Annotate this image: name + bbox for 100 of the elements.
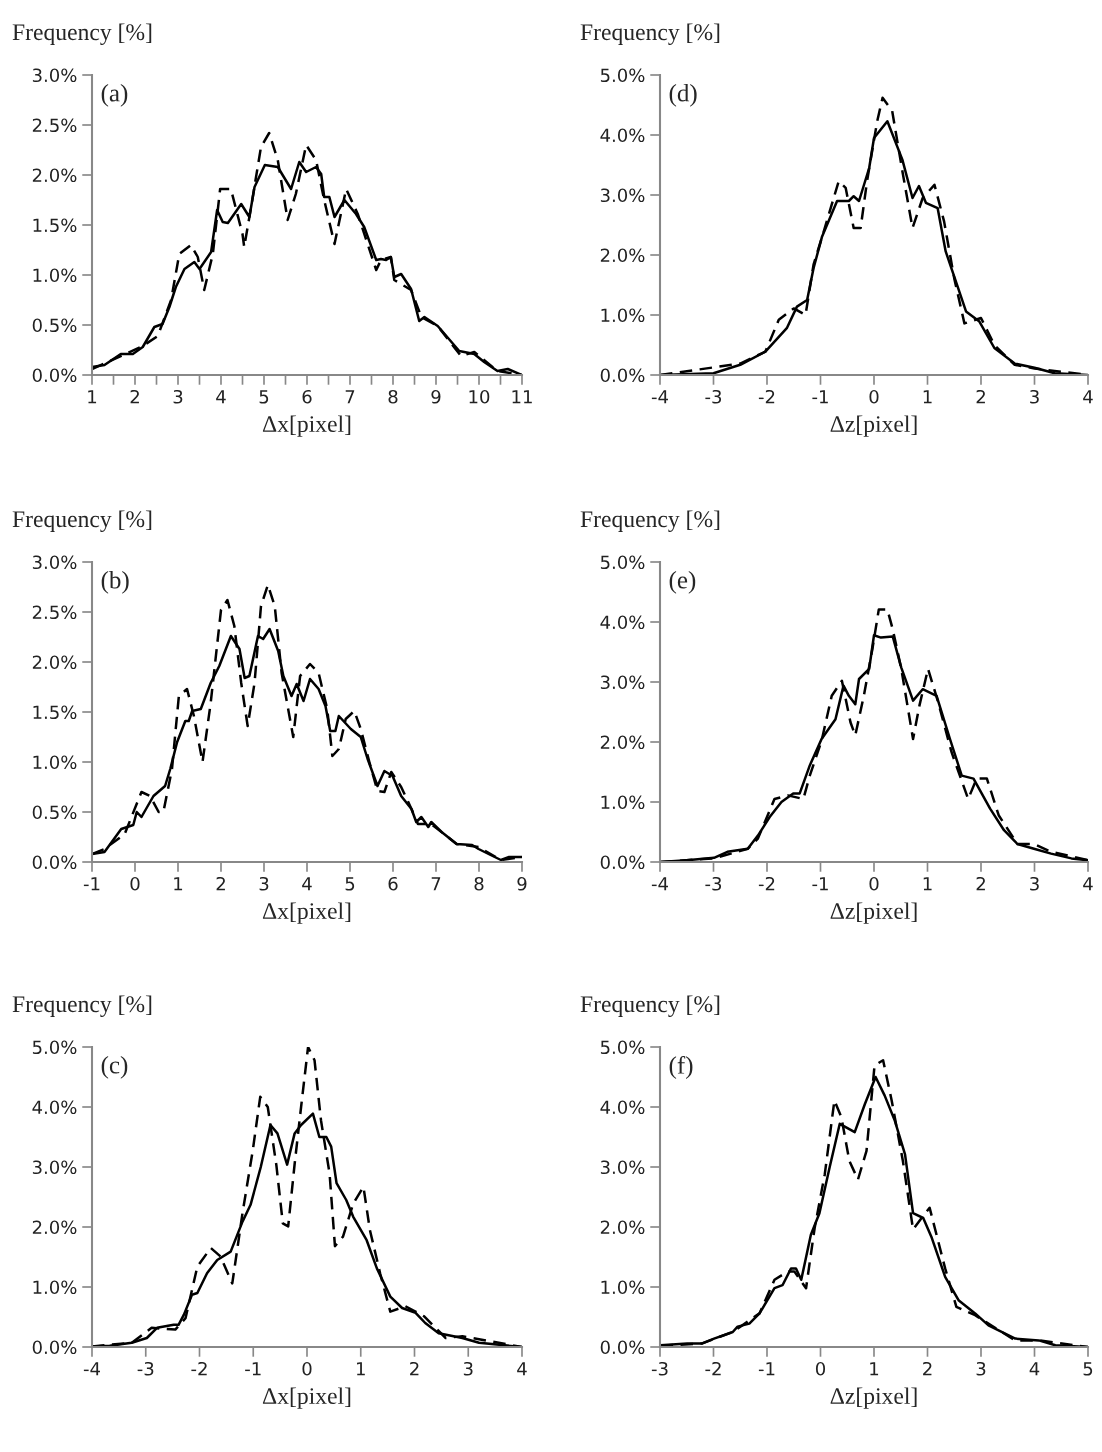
y-axis-title: Frequency [%]	[580, 510, 720, 532]
x-tick-label: 2	[976, 876, 985, 891]
x-tick-label: -2	[191, 1361, 207, 1376]
y-axis-title: Frequency [%]	[580, 995, 720, 1017]
y-tick-label: 2.5%	[32, 605, 77, 620]
y-tick-label: 3.0%	[600, 1160, 645, 1175]
x-tick-label: 0	[302, 1361, 312, 1376]
y-axis-title: Frequency [%]	[580, 23, 720, 45]
x-tick-label: 0	[130, 876, 140, 891]
y-tick-label: 3.0%	[600, 188, 645, 203]
x-tick-label: 4	[216, 390, 226, 404]
x-tick-label: -1	[812, 390, 828, 404]
x-tick-label: 8	[474, 876, 484, 891]
x-tick-label: 2	[130, 389, 139, 404]
x-tick-label: 4	[1083, 390, 1093, 404]
x-tick-label: 2	[216, 876, 225, 891]
x-tick-label: 3	[173, 389, 183, 404]
x-tick-label: 0	[815, 1361, 826, 1376]
y-tick-label: 0.0%	[600, 1340, 645, 1355]
y-tick-label: 1.0%	[601, 308, 645, 323]
annotation: (c)	[101, 1056, 128, 1079]
x-tick-label: 8	[388, 389, 398, 404]
x-tick-label: 7	[431, 877, 441, 891]
x-tick-label: 2	[923, 1361, 932, 1376]
x-tick-label: -1	[812, 877, 828, 891]
y-tick-label: 3.0%	[32, 1160, 77, 1175]
x-tick-label: 0	[869, 389, 879, 404]
x-tick-label: -2	[705, 1361, 721, 1376]
x-tick-label: 4	[517, 1362, 527, 1376]
x-tick-label: 4	[1083, 877, 1093, 891]
y-tick-label: 0.5%	[32, 318, 77, 333]
y-tick-label: 5.0%	[600, 1040, 645, 1055]
x-tick-label: 6	[302, 389, 312, 404]
x-tick-label: 3	[259, 876, 269, 891]
y-axis-title: Frequency [%]	[12, 995, 152, 1017]
y-tick-label: 0.0%	[600, 855, 645, 870]
y-tick-label: 1.0%	[33, 1280, 77, 1295]
y-tick-label: 0.0%	[32, 1340, 77, 1355]
x-tick-label: 3	[1030, 389, 1039, 404]
x-tick-label: 1	[88, 390, 97, 404]
x-tick-label: 3	[463, 1361, 473, 1376]
y-tick-label: 1.0%	[601, 1280, 645, 1295]
x-tick-label: 5	[259, 390, 269, 404]
x-tick-label: 2	[976, 389, 985, 404]
y-tick-label: 5.0%	[600, 68, 645, 83]
x-axis-title: Δx[pixel]	[262, 902, 351, 924]
y-tick-label: 5.0%	[600, 555, 645, 570]
x-tick-label: 1	[356, 1362, 365, 1376]
x-tick-label: 9	[517, 876, 527, 891]
y-tick-label: 4.0%	[32, 1100, 77, 1115]
y-tick-label: 1.0%	[601, 795, 645, 810]
y-tick-label: 2.0%	[600, 735, 645, 750]
x-tick-label: 4	[1029, 1362, 1040, 1376]
x-tick-label: 4	[302, 877, 312, 891]
x-tick-label: 10	[469, 389, 490, 404]
x-tick-label: -2	[758, 389, 775, 404]
y-tick-label: 0.0%	[32, 368, 77, 383]
x-axis-title: Δx[pixel]	[262, 1387, 351, 1409]
y-tick-label: 2.0%	[32, 655, 77, 670]
x-tick-label: -1	[758, 1362, 775, 1376]
x-tick-label: 9	[431, 389, 441, 404]
annotation: (d)	[669, 84, 697, 107]
x-axis-title: Δz[pixel]	[830, 902, 917, 924]
x-tick-label: 7	[345, 390, 355, 404]
y-tick-label: 1.0%	[33, 268, 77, 283]
y-tick-label: 3.0%	[32, 555, 77, 570]
annotation: (b)	[101, 571, 129, 594]
y-tick-label: 0.0%	[32, 855, 77, 870]
x-tick-label: -3	[705, 389, 722, 404]
x-tick-label: 5	[1083, 1362, 1093, 1376]
annotation: (e)	[669, 571, 696, 594]
y-tick-label: 4.0%	[600, 128, 645, 143]
x-tick-label: 2	[410, 1361, 419, 1376]
x-tick-label: 1	[923, 877, 932, 891]
x-tick-label: -3	[137, 1361, 154, 1376]
y-tick-label: 2.0%	[32, 1220, 77, 1235]
y-axis-title: Frequency [%]	[12, 23, 152, 45]
x-tick-label: 5	[345, 877, 355, 891]
y-tick-label: 0.5%	[32, 805, 77, 820]
x-tick-label: 3	[1030, 876, 1039, 891]
x-tick-label: -2	[758, 876, 775, 891]
x-tick-label: -1	[245, 1362, 261, 1376]
y-tick-label: 4.0%	[600, 615, 645, 630]
y-tick-label: 5.0%	[32, 1040, 77, 1055]
x-tick-label: 0	[869, 876, 879, 891]
y-tick-label: 2.0%	[600, 1220, 645, 1235]
x-axis-title: Δz[pixel]	[830, 1387, 917, 1409]
y-tick-label: 3.0%	[600, 675, 645, 690]
x-tick-label: -3	[651, 1361, 668, 1376]
x-tick-label: 1	[174, 877, 183, 891]
y-tick-label: 2.5%	[32, 118, 77, 133]
y-tick-label: 1.0%	[33, 755, 77, 770]
y-tick-label: 2.0%	[32, 168, 77, 183]
x-tick-label: -3	[705, 876, 722, 891]
x-tick-label: -4	[83, 1362, 100, 1376]
y-tick-label: 3.0%	[32, 68, 77, 83]
y-tick-label: 4.0%	[600, 1100, 645, 1115]
annotation: (a)	[101, 84, 128, 107]
x-tick-label: 3	[976, 1361, 986, 1376]
y-tick-label: 1.5%	[33, 218, 77, 233]
